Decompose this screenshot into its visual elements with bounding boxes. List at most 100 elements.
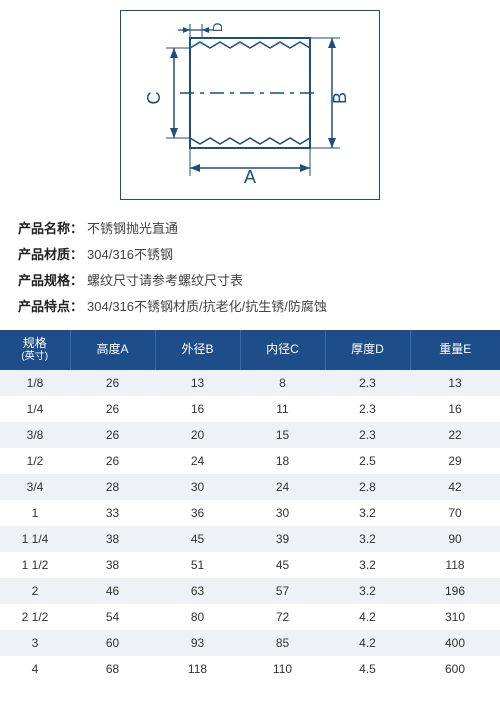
- table-cell: 3.2: [325, 552, 410, 578]
- info-row: 产品材质：304/316不锈钢: [18, 242, 482, 268]
- dim-c-label: C: [144, 91, 164, 104]
- table-row: 1/8261382.313: [0, 370, 500, 396]
- table-cell: 13: [410, 370, 500, 396]
- table-cell: 2.3: [325, 396, 410, 422]
- table-cell: 54: [70, 604, 155, 630]
- table-row: 24663573.2196: [0, 578, 500, 604]
- table-cell: 400: [410, 630, 500, 656]
- table-cell: 46: [70, 578, 155, 604]
- table-cell: 2.5: [325, 448, 410, 474]
- info-row: 产品名称：不锈钢抛光直通: [18, 216, 482, 242]
- table-cell: 90: [410, 526, 500, 552]
- col-header-a: 高度A: [70, 330, 155, 370]
- table-cell: 20: [155, 422, 240, 448]
- table-cell: 3/4: [0, 474, 70, 500]
- table-cell: 110: [240, 656, 325, 682]
- table-cell: 80: [155, 604, 240, 630]
- table-cell: 29: [410, 448, 500, 474]
- table-cell: 11: [240, 396, 325, 422]
- info-value: 螺纹尺寸请参考螺纹尺寸表: [87, 268, 243, 294]
- table-cell: 4.2: [325, 630, 410, 656]
- table-cell: 2: [0, 578, 70, 604]
- table-cell: 1 1/2: [0, 552, 70, 578]
- table-cell: 1/2: [0, 448, 70, 474]
- table-cell: 2.8: [325, 474, 410, 500]
- table-cell: 26: [70, 448, 155, 474]
- diagram-container: A B C D: [0, 0, 500, 208]
- info-value: 304/316不锈钢: [87, 242, 173, 268]
- table-cell: 26: [70, 370, 155, 396]
- table-row: 3/82620152.322: [0, 422, 500, 448]
- table-cell: 22: [410, 422, 500, 448]
- table-cell: 600: [410, 656, 500, 682]
- table-body: 1/8261382.3131/42616112.3163/82620152.32…: [0, 370, 500, 682]
- table-row: 13336303.270: [0, 500, 500, 526]
- table-cell: 3.2: [325, 578, 410, 604]
- table-cell: 72: [240, 604, 325, 630]
- table-cell: 3.2: [325, 500, 410, 526]
- table-row: 1 1/23851453.2118: [0, 552, 500, 578]
- dim-b-label: B: [330, 91, 350, 103]
- table-cell: 30: [240, 500, 325, 526]
- table-row: 1/22624182.529: [0, 448, 500, 474]
- dim-d-label: D: [210, 22, 225, 31]
- table-cell: 45: [155, 526, 240, 552]
- info-value: 不锈钢抛光直通: [87, 216, 178, 242]
- table-cell: 4: [0, 656, 70, 682]
- table-cell: 30: [155, 474, 240, 500]
- spec-table: 规格(英寸) 高度A 外径B 内径C 厚度D 重量E 1/8261382.313…: [0, 330, 500, 682]
- table-cell: 310: [410, 604, 500, 630]
- table-row: 36093854.2400: [0, 630, 500, 656]
- table-row: 4681181104.5600: [0, 656, 500, 682]
- diagram-svg: A B C D: [130, 18, 370, 193]
- table-cell: 39: [240, 526, 325, 552]
- table-cell: 70: [410, 500, 500, 526]
- info-label: 产品特点：: [18, 294, 83, 320]
- table-row: 1 1/43845393.290: [0, 526, 500, 552]
- table-cell: 36: [155, 500, 240, 526]
- info-row: 产品规格：螺纹尺寸请参考螺纹尺寸表: [18, 268, 482, 294]
- table-cell: 13: [155, 370, 240, 396]
- table-cell: 16: [155, 396, 240, 422]
- table-cell: 24: [240, 474, 325, 500]
- table-row: 3/42830242.842: [0, 474, 500, 500]
- table-cell: 15: [240, 422, 325, 448]
- table-cell: 93: [155, 630, 240, 656]
- table-cell: 26: [70, 396, 155, 422]
- col-header-e: 重量E: [410, 330, 500, 370]
- table-cell: 2.3: [325, 422, 410, 448]
- table-cell: 1: [0, 500, 70, 526]
- table-cell: 33: [70, 500, 155, 526]
- table-cell: 1 1/4: [0, 526, 70, 552]
- table-cell: 38: [70, 526, 155, 552]
- table-cell: 118: [410, 552, 500, 578]
- table-cell: 16: [410, 396, 500, 422]
- table-row: 1/42616112.316: [0, 396, 500, 422]
- info-label: 产品材质：: [18, 242, 83, 268]
- diagram-frame: A B C D: [120, 10, 380, 200]
- table-cell: 63: [155, 578, 240, 604]
- dim-a-label: A: [244, 167, 256, 187]
- col-header-c: 内径C: [240, 330, 325, 370]
- table-cell: 2.3: [325, 370, 410, 396]
- table-cell: 68: [70, 656, 155, 682]
- info-row: 产品特点：304/316不锈钢材质/抗老化/抗生锈/防腐蚀: [18, 294, 482, 320]
- table-cell: 57: [240, 578, 325, 604]
- table-cell: 3/8: [0, 422, 70, 448]
- table-row: 2 1/25480724.2310: [0, 604, 500, 630]
- info-label: 产品规格：: [18, 268, 83, 294]
- col-header-spec: 规格(英寸): [0, 330, 70, 370]
- table-cell: 60: [70, 630, 155, 656]
- table-cell: 4.5: [325, 656, 410, 682]
- table-cell: 8: [240, 370, 325, 396]
- table-cell: 38: [70, 552, 155, 578]
- table-cell: 196: [410, 578, 500, 604]
- table-cell: 118: [155, 656, 240, 682]
- table-cell: 3: [0, 630, 70, 656]
- table-cell: 2 1/2: [0, 604, 70, 630]
- col-header-b: 外径B: [155, 330, 240, 370]
- col-header-d: 厚度D: [325, 330, 410, 370]
- table-cell: 51: [155, 552, 240, 578]
- table-cell: 4.2: [325, 604, 410, 630]
- table-cell: 3.2: [325, 526, 410, 552]
